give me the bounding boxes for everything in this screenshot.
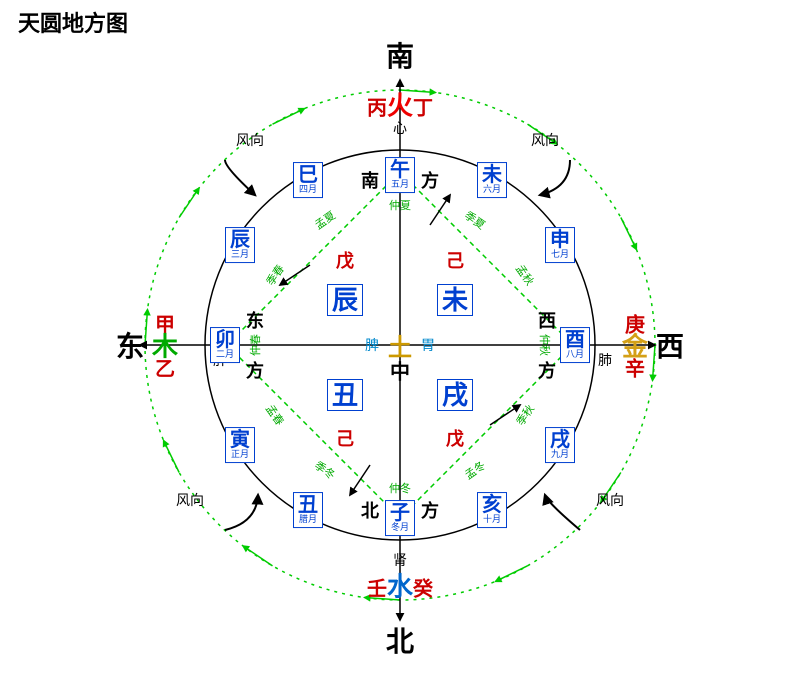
wind-label: 风向 <box>531 130 559 150</box>
inner-dir: 西 <box>538 307 556 333</box>
organ-spleen: 脾 <box>365 335 379 355</box>
organ-stomach: 胃 <box>421 335 435 355</box>
element-group: 壬水癸 <box>367 567 433 604</box>
center-box: 未 <box>437 284 473 316</box>
center-stem: 己 <box>336 425 354 451</box>
branch-box: 戌九月 <box>545 427 575 463</box>
branch-box: 巳四月 <box>293 162 323 198</box>
cardinal-label: 东 <box>116 325 144 365</box>
inner-dir: 方 <box>246 357 264 383</box>
organ-label: 肺 <box>598 350 612 370</box>
inner-dir: 北 <box>361 497 379 523</box>
page-title: 天圆地方图 <box>18 6 128 38</box>
wind-label: 风向 <box>596 490 624 510</box>
inner-dir: 方 <box>421 167 439 193</box>
branch-box: 丑腊月 <box>293 492 323 528</box>
season-label: 仲春 <box>247 334 263 356</box>
element-stem: 辛 <box>625 353 645 382</box>
wind-label: 风向 <box>176 490 204 510</box>
season-label: 仲夏 <box>389 197 411 213</box>
cardinal-label: 北 <box>386 620 414 660</box>
center-label: 中 <box>390 356 410 385</box>
organ-label: 肾 <box>393 550 407 570</box>
inner-dir: 南 <box>361 167 379 193</box>
branch-box: 申七月 <box>545 227 575 263</box>
element-group: 丙火丁 <box>367 86 433 123</box>
season-label: 仲秋 <box>537 334 553 356</box>
center-box: 丑 <box>327 379 363 411</box>
branch-box: 子冬月 <box>385 500 415 536</box>
center-stem: 己 <box>446 247 464 273</box>
wind-label: 风向 <box>236 130 264 150</box>
branch-box: 午五月 <box>385 157 415 193</box>
season-label: 仲冬 <box>389 480 411 496</box>
branch-box: 辰三月 <box>225 227 255 263</box>
inner-dir: 东 <box>246 307 264 333</box>
cardinal-label: 西 <box>656 325 684 365</box>
branch-box: 酉八月 <box>560 327 590 363</box>
cardinal-label: 南 <box>386 35 414 75</box>
branch-box: 寅正月 <box>225 427 255 463</box>
center-stem: 戊 <box>336 247 354 273</box>
organ-label: 心 <box>393 118 407 138</box>
center-box: 戌 <box>437 379 473 411</box>
center-box: 辰 <box>327 284 363 316</box>
branch-box: 亥十月 <box>477 492 507 528</box>
branch-box: 卯二月 <box>210 327 240 363</box>
element-stem: 乙 <box>155 353 175 382</box>
inner-dir: 方 <box>421 497 439 523</box>
inner-dir: 方 <box>538 357 556 383</box>
branch-box: 未六月 <box>477 162 507 198</box>
center-stem: 戊 <box>446 425 464 451</box>
